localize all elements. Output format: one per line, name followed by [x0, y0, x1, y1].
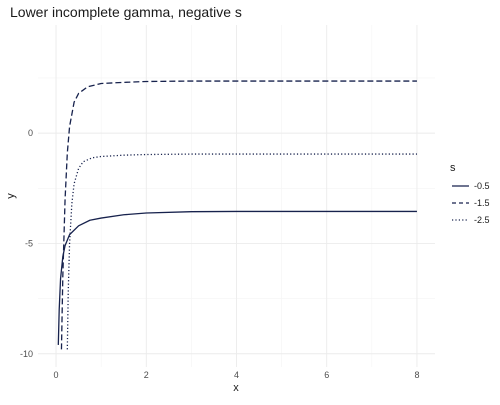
series-line	[66, 153, 417, 350]
legend: s -0.5 -1.5 -2.5	[450, 162, 490, 225]
legend-label: -0.5	[474, 181, 490, 191]
x-axis-title: x	[233, 382, 239, 394]
plot-panel: 0 2 4 6 8 -10 -5 0	[20, 25, 435, 380]
x-tick-label: 8	[414, 370, 419, 380]
x-tick-label: 2	[144, 370, 149, 380]
y-tick-label: -5	[25, 238, 33, 248]
x-tick-label: 0	[54, 370, 59, 380]
x-tick-label: 6	[324, 370, 329, 380]
legend-title: s	[450, 162, 456, 174]
y-tick-label: 0	[28, 128, 33, 138]
y-tick-label: -10	[20, 349, 33, 359]
x-tick-label: 4	[234, 370, 239, 380]
legend-label: -1.5	[474, 198, 490, 208]
legend-label: -2.5	[474, 215, 490, 225]
series-line	[60, 80, 417, 350]
chart-title: Lower incomplete gamma, negative s	[10, 4, 242, 20]
series-line	[57, 210, 417, 345]
y-axis-title: y	[5, 193, 17, 199]
